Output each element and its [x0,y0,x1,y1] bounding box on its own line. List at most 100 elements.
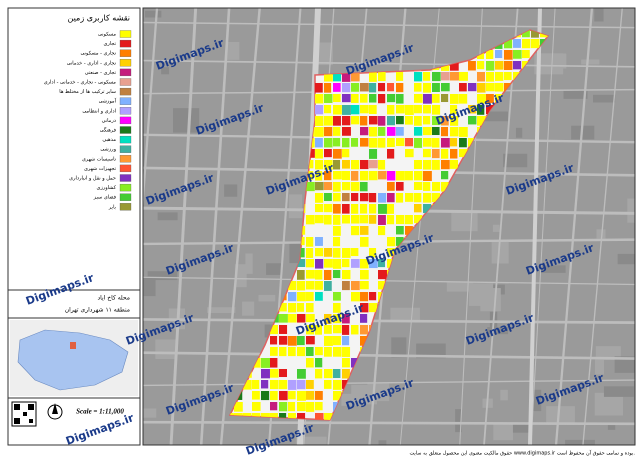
legend-swatch [119,49,132,57]
parcel [414,182,423,191]
parcel [288,402,296,412]
parcel [297,248,305,258]
parcel [306,237,314,247]
parcel [297,347,306,357]
building [266,263,281,275]
building [479,111,508,122]
parcel [333,226,341,236]
parcel [252,380,260,389]
parcel [369,204,377,214]
parcel [414,215,423,224]
parcel [360,314,368,323]
parcel [423,127,432,136]
building [532,389,542,412]
parcel [369,248,377,258]
parcel [333,127,341,136]
parcel [351,171,359,181]
parcel [369,259,378,269]
parcel [324,369,333,379]
parcel [324,138,333,148]
parcel [333,325,342,334]
parcel [333,160,341,170]
parcel [342,314,350,324]
parcel [468,116,477,125]
parcel [369,292,377,301]
parcel [351,281,360,291]
parcel [396,237,404,246]
parcel [378,171,387,180]
parcel [450,94,459,104]
legend-label: تجاری - اداری - خدماتی [67,60,117,66]
parcel [432,160,440,170]
parcel [243,380,252,390]
parcel [288,303,297,313]
parcel [306,336,315,345]
street [530,8,556,445]
parcel [252,391,260,400]
parcel [315,369,323,379]
parcel [315,116,324,126]
building [295,436,327,445]
building [493,423,513,441]
legend-swatch [119,97,132,105]
parcel [531,39,540,49]
parcel [279,303,287,312]
parcel [432,182,441,192]
legend-swatch [119,174,132,182]
parcel [378,72,386,82]
parcel [387,149,395,159]
parcel [432,72,441,82]
parcel [333,182,341,192]
parcel [360,215,369,224]
parcel [351,83,360,92]
parcel [369,303,378,313]
parcel [279,369,288,378]
parcel [378,215,386,225]
parcel [387,127,396,136]
parcel [315,83,323,93]
legend-label: مسکونی - تجاری - خدماتی - اداری [44,80,117,86]
parcel [333,314,342,324]
legend-swatch [119,155,132,163]
parcel [450,116,459,126]
parcel [360,303,369,313]
street [219,8,261,445]
parcel [270,358,278,368]
legend-swatch [119,164,132,173]
parcel [450,160,459,169]
map-border [142,7,636,446]
parcel [306,402,315,412]
parcel [279,402,288,412]
parcel [351,94,359,103]
parcel [432,127,440,136]
building [594,359,605,375]
legend-label: آموزشی [99,98,117,105]
building [546,406,575,425]
parcel [432,116,441,126]
parcel [423,138,432,147]
parcel [441,94,449,103]
building [607,423,616,430]
parcel [477,72,486,82]
parcel [531,30,539,38]
building [378,440,387,445]
parcel [252,358,261,368]
parcel [432,83,440,92]
parcel [504,72,512,81]
parcel [306,314,315,323]
parcel [369,127,378,137]
parcel [378,270,387,280]
parcel [351,259,360,268]
parcel [270,369,279,378]
parcel [360,116,368,126]
parcel [441,160,450,170]
building [157,212,178,221]
parcel [306,281,315,290]
building [351,384,377,405]
legend-swatch [119,30,132,38]
street [143,379,635,387]
parcel [306,171,314,180]
parcel [378,193,387,203]
parcel [405,105,414,115]
parcel [423,204,432,214]
